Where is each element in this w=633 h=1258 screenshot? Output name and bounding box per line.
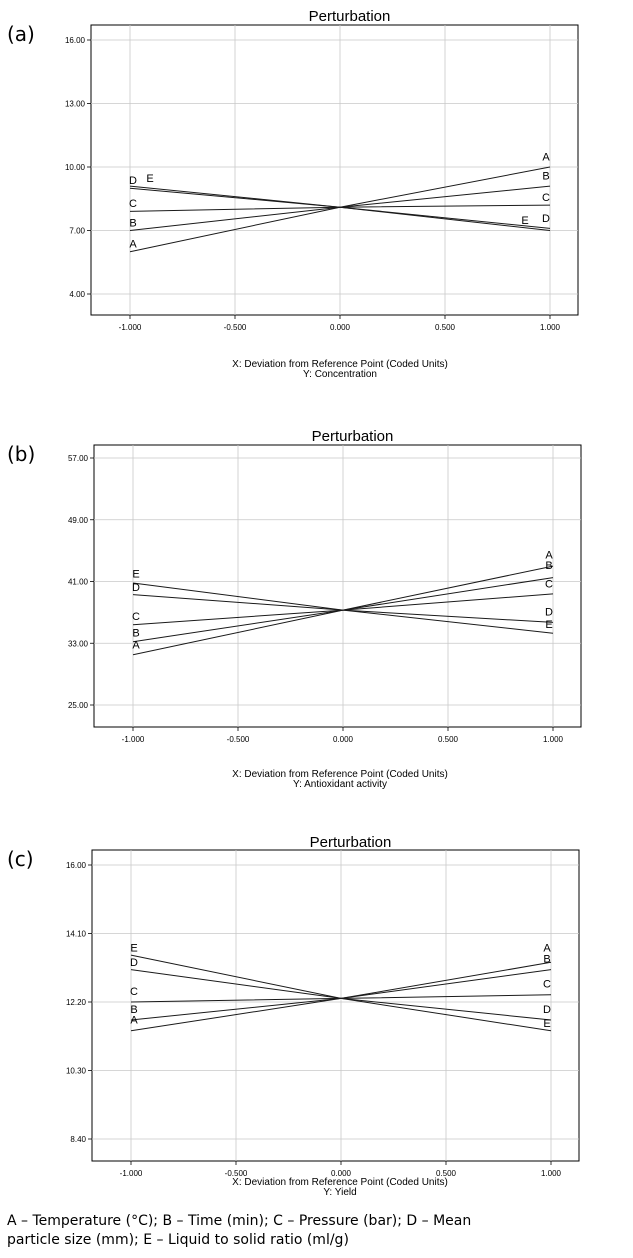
series-label-right: C — [543, 979, 551, 991]
series-label-right: E — [545, 619, 552, 631]
series-label-right: E — [521, 215, 528, 227]
x-tick-label: 0.500 — [436, 1169, 457, 1178]
y-tick-label: 57.00 — [68, 454, 89, 463]
y-tick-label: 25.00 — [68, 701, 89, 710]
x-tick-label: 0.000 — [331, 1169, 352, 1178]
series-label-right: D — [543, 1004, 551, 1016]
y-tick-label: 33.00 — [68, 639, 89, 648]
series-label-right: A — [543, 943, 551, 955]
x-tick-label: 1.000 — [543, 735, 564, 744]
series-line-e — [132, 582, 554, 634]
x-tick-label: 0.500 — [435, 323, 456, 332]
series-line-e — [129, 187, 551, 229]
plot-frame — [93, 444, 582, 728]
y-tick-label: 49.00 — [68, 516, 89, 525]
y-tick-label: 14.10 — [66, 930, 87, 939]
series-label-left: A — [132, 640, 140, 652]
y-tick-label: 10.00 — [65, 163, 86, 172]
series-label-right: A — [542, 152, 550, 164]
x-tick-label: -1.000 — [120, 1169, 143, 1178]
chart-title: Perturbation — [312, 428, 394, 445]
panel-label: (b) — [7, 442, 36, 466]
x-tick-label: -0.500 — [224, 323, 247, 332]
series-label-right: D — [545, 606, 553, 618]
panel-label: (a) — [7, 22, 35, 46]
chart-title: Perturbation — [310, 834, 392, 851]
y-axis-label: Y: Antioxidant activity — [293, 779, 387, 790]
series-label-right: E — [543, 1018, 550, 1030]
y-tick-label: 8.40 — [70, 1135, 86, 1144]
y-tick-label: 7.00 — [69, 227, 85, 236]
y-tick-label: 12.20 — [66, 998, 87, 1007]
x-axis-caption: X: Deviation from Reference Point (Coded… — [90, 770, 590, 790]
x-axis-caption: X: Deviation from Reference Point (Coded… — [90, 360, 590, 380]
series-label-left: C — [129, 198, 137, 210]
x-tick-label: 1.000 — [541, 1169, 562, 1178]
perturbation-chart-b: Perturbation -1.000 -0.500 0.000 0.500 1.000 2… — [68, 428, 582, 744]
y-tick-label: 4.00 — [69, 290, 85, 299]
panel-c: (c) Perturbation -1.000 -0.500 0.000 0.500 1.… — [0, 825, 633, 1225]
figure-caption: A – Temperature (°C); B – Time (min); C … — [7, 1212, 631, 1250]
series-label-right: D — [542, 213, 550, 225]
y-axis-label: Y: Concentration — [303, 369, 377, 380]
series-label-left: B — [129, 217, 136, 229]
x-tick-label: -0.500 — [225, 1169, 248, 1178]
series-label-right: B — [545, 560, 552, 572]
chart-title: Perturbation — [309, 8, 391, 25]
x-tick-label: -1.000 — [119, 323, 142, 332]
series-label-left: B — [130, 1004, 137, 1016]
y-tick-label: 41.00 — [68, 578, 89, 587]
x-tick-label: -1.000 — [122, 735, 145, 744]
x-tick-label: 0.000 — [330, 323, 351, 332]
x-axis-caption: X: Deviation from Reference Point (Coded… — [90, 1178, 590, 1198]
series-label-left: D — [130, 957, 138, 969]
series-label-left: E — [146, 173, 153, 185]
y-axis-label: Y: Yield — [323, 1187, 357, 1198]
x-tick-label: 0.000 — [333, 735, 354, 744]
panel-b: (b) Perturbation -1.000 -0.500 0.000 0.500 1.… — [0, 420, 633, 820]
y-tick-label: 16.00 — [65, 36, 86, 45]
series-label-left: E — [130, 943, 137, 955]
series-label-left: D — [132, 582, 140, 594]
series-line-e — [130, 954, 552, 1032]
series-label-left: C — [132, 611, 140, 623]
series-label-right: A — [545, 549, 553, 561]
series-label-left: B — [132, 627, 139, 639]
series-label-left: A — [129, 238, 137, 250]
x-axis-label: X: Deviation from Reference Point (Coded… — [232, 1177, 448, 1188]
plot-frame — [90, 24, 579, 316]
perturbation-chart-c: Perturbation -1.000 -0.500 0.000 0.500 1.000 8… — [66, 834, 580, 1178]
series-label-left: C — [130, 986, 138, 998]
x-tick-label: 1.000 — [540, 323, 561, 332]
series-label-left: E — [132, 569, 139, 581]
series-label-right: B — [542, 171, 549, 183]
panel-a: (a) Perturbation -1.000 -0.500 0.000 0.500 1.… — [0, 0, 633, 400]
y-tick-label: 13.00 — [65, 100, 86, 109]
x-axis-label: X: Deviation from Reference Point (Coded… — [232, 769, 448, 780]
series-label-right: B — [543, 953, 550, 965]
series-label-left: A — [130, 1015, 138, 1027]
perturbation-chart-a: Perturbation -1.000 -0.500 0.000 0.500 1.000 4… — [65, 8, 579, 332]
panel-label: (c) — [7, 847, 34, 871]
series-label-left: D — [129, 175, 137, 187]
y-tick-label: 16.00 — [66, 861, 87, 870]
series-label-right: C — [545, 579, 553, 591]
caption-line-1: A – Temperature (°C); B – Time (min); C … — [7, 1213, 472, 1229]
plot-frame — [91, 849, 580, 1162]
x-tick-label: -0.500 — [227, 735, 250, 744]
x-axis-label: X: Deviation from Reference Point (Coded… — [232, 359, 448, 370]
series-label-right: C — [542, 192, 550, 204]
y-tick-label: 10.30 — [66, 1067, 87, 1076]
caption-line-2: particle size (mm); E – Liquid to solid … — [7, 1232, 349, 1248]
x-tick-label: 0.500 — [438, 735, 459, 744]
